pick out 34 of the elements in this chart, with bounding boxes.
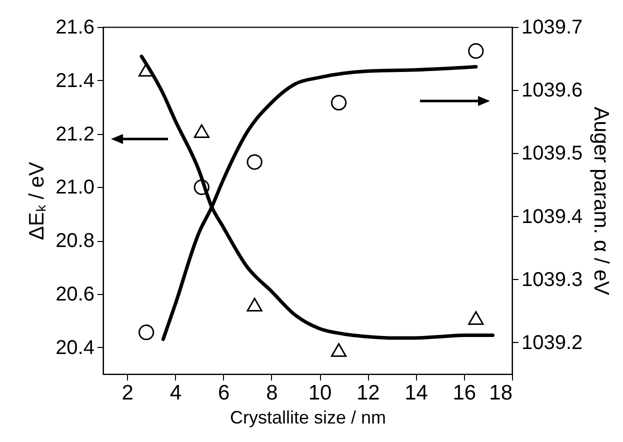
x-tick-label: 18 xyxy=(489,382,512,404)
y2-tick-label: 1039.7 xyxy=(522,16,583,38)
y-tick-label: 21.6 xyxy=(56,16,94,38)
x-tick-label: 6 xyxy=(218,382,230,404)
y2-tick-label: 1039.2 xyxy=(522,332,583,354)
point xyxy=(194,124,210,138)
y-axis-title: ΔEₖ / eV xyxy=(26,162,49,240)
y-tick-label: 21.0 xyxy=(56,176,94,199)
x-tick-label: 12 xyxy=(356,382,380,404)
point xyxy=(246,298,262,312)
x-tick-label: 4 xyxy=(170,382,182,404)
y2-axis-title: Auger param. α / eV xyxy=(590,106,613,296)
y2-tick-label: 1039.6 xyxy=(522,80,583,102)
point xyxy=(468,43,484,59)
y2-tick-label: 1039.5 xyxy=(522,142,583,165)
y-tick-label: 20.4 xyxy=(56,336,94,359)
y-tick-label: 20.8 xyxy=(56,230,94,252)
point xyxy=(468,311,484,325)
point xyxy=(138,324,154,340)
point xyxy=(246,154,262,170)
x-tick-label: 2 xyxy=(122,382,134,404)
point xyxy=(330,343,347,357)
x-tick-label: 16 xyxy=(452,382,476,404)
y2-tick-label: 1039.3 xyxy=(522,268,583,291)
y-tick-label: 21.2 xyxy=(56,123,94,146)
y-tick-label: 20.6 xyxy=(56,283,94,306)
x-axis-title: Crystallite size / nm xyxy=(230,408,386,428)
point xyxy=(330,94,347,111)
y-tick-label: 21.4 xyxy=(56,70,94,92)
y2-tick-label: 1039.4 xyxy=(522,206,583,228)
point xyxy=(194,179,210,196)
x-tick-label: 14 xyxy=(404,382,428,404)
x-tick-label: 8 xyxy=(266,382,278,404)
x-tick-label: 10 xyxy=(308,382,332,404)
